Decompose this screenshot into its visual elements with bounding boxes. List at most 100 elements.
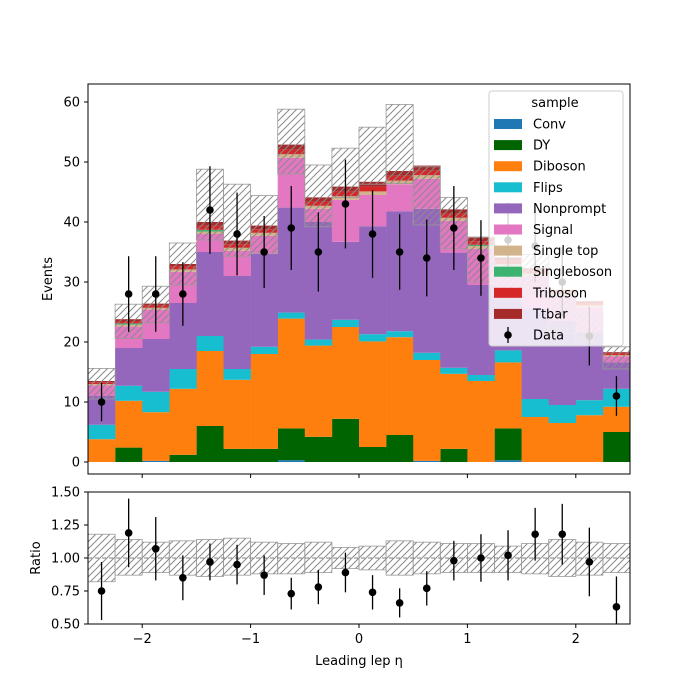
bar-flips-2 (142, 391, 170, 413)
bar-diboson-5 (223, 379, 251, 449)
ratio-y-ticks: 0.50 0.75 1.00 1.25 1.50 (51, 486, 88, 633)
uncertainty-bin-12 (412, 166, 441, 226)
ratio-ytick-label-2: 1.00 (51, 552, 80, 567)
ratio-point-13 (450, 556, 458, 565)
bar-flips-17 (548, 405, 577, 423)
bar-diboson-9 (331, 327, 360, 419)
series-diboson (88, 318, 630, 462)
ratio-point-8 (314, 583, 323, 591)
bar-nonprompt-4 (196, 252, 224, 336)
xtick-label-1: −1 (241, 632, 260, 647)
legend-swatch-signal (494, 224, 522, 235)
ratio-point-10 (368, 588, 377, 597)
legend-label-nonprompt: Nonprompt (533, 202, 606, 217)
ratio-point-11 (395, 599, 404, 607)
ratio-uncertainty-band (88, 533, 630, 583)
bar-diboson-1 (115, 400, 143, 448)
data-point-4 (206, 206, 214, 214)
legend-swatch-nonprompt (494, 203, 522, 214)
ytick-label-40: 40 (63, 216, 80, 231)
bar-dy-8 (304, 436, 333, 462)
ratio-panel: 0.50 0.75 1.00 1.25 1.50 −2 −1 0 1 2 Ratio Leadi… (29, 486, 631, 669)
ytick-label-0: 0 (72, 456, 80, 471)
bar-nonprompt-5 (223, 276, 251, 369)
bar-flips-15 (494, 350, 522, 363)
bar-dy-19 (602, 432, 630, 462)
ytick-label-20: 20 (63, 336, 80, 351)
ratio-point-19 (612, 603, 621, 611)
ratio-point-16 (531, 530, 539, 539)
bar-dy-7 (277, 428, 306, 461)
bar-diboson-7 (277, 318, 306, 429)
ratio-point-1 (124, 529, 133, 537)
ytick-label-50: 50 (63, 156, 80, 171)
series-dy (115, 418, 630, 462)
data-point-8 (314, 248, 323, 256)
bar-flips-16 (521, 399, 549, 417)
bar-flips-12 (413, 352, 441, 360)
bar-nonprompt-2 (142, 339, 170, 392)
ratio-point-15 (504, 551, 512, 560)
bar-conv-15 (494, 460, 522, 462)
legend-label-signal: Signal (533, 223, 573, 238)
bar-diboson-17 (548, 423, 577, 462)
ratio-x-ticks: −2 −1 0 1 2 (133, 624, 580, 647)
ytick-label-10: 10 (63, 396, 80, 411)
main-plot-area (88, 104, 630, 462)
legend-swatch-ttbar (494, 308, 522, 319)
bar-diboson-2 (142, 412, 170, 461)
bar-diboson-3 (169, 388, 197, 455)
bar-flips-7 (277, 312, 306, 319)
bar-conv-12 (413, 460, 441, 462)
xtick-label-2: 0 (355, 632, 363, 647)
x-axis-label: Leading lep η (315, 654, 403, 669)
data-point-6 (260, 248, 268, 256)
bar-flips-0 (88, 424, 116, 440)
main-y-axis-label: Events (41, 257, 56, 301)
bar-diboson-15 (494, 362, 522, 429)
bar-flips-9 (331, 319, 360, 327)
bar-dy-9 (331, 418, 360, 462)
bar-diboson-0 (88, 439, 116, 462)
data-point-13 (450, 224, 458, 232)
xtick-label-4: 2 (572, 632, 580, 647)
data-point-3 (179, 290, 187, 298)
ratio-uncertainty-bin-7 (277, 543, 306, 575)
legend-label-dy: DY (533, 139, 550, 154)
legend-marker-data (504, 331, 512, 339)
ratio-ytick-label-3: 1.25 (51, 519, 80, 534)
bar-dy-4 (196, 426, 224, 462)
uncertainty-bin-11 (385, 104, 414, 184)
ratio-point-5 (233, 560, 241, 569)
ratio-uncertainty-bin-8 (304, 541, 333, 573)
bar-dy-6 (250, 448, 278, 462)
bar-diboson-11 (386, 337, 414, 435)
ratio-point-14 (477, 554, 485, 562)
legend-label-single-top: Single top (533, 244, 598, 259)
bar-triboson-10 (359, 186, 387, 192)
bar-flips-14 (467, 375, 495, 381)
bar-flips-3 (169, 369, 197, 389)
data-point-11 (395, 248, 404, 256)
ratio-point-4 (206, 558, 214, 566)
bar-nonprompt-1 (115, 348, 143, 386)
ratio-ytick-label-1: 0.75 (51, 585, 80, 600)
bar-conv-7 (277, 460, 306, 462)
legend-swatch-diboson (494, 161, 522, 172)
bar-dy-10 (359, 447, 387, 462)
ratio-point-12 (422, 584, 431, 593)
ratio-point-18 (585, 558, 594, 566)
ratio-ytick-label-0: 0.50 (51, 618, 80, 633)
legend-swatch-single-top (494, 245, 522, 256)
uncertainty-bin-10 (358, 126, 387, 185)
legend-swatch-triboson (494, 287, 522, 298)
bar-diboson-10 (359, 341, 387, 447)
uncertainty-bin-19 (602, 346, 630, 370)
bar-flips-8 (304, 339, 333, 346)
bar-flips-4 (196, 336, 224, 351)
data-point-5 (233, 230, 241, 238)
series-conv (142, 460, 522, 462)
data-point-1 (124, 290, 133, 298)
bar-diboson-14 (467, 381, 495, 462)
